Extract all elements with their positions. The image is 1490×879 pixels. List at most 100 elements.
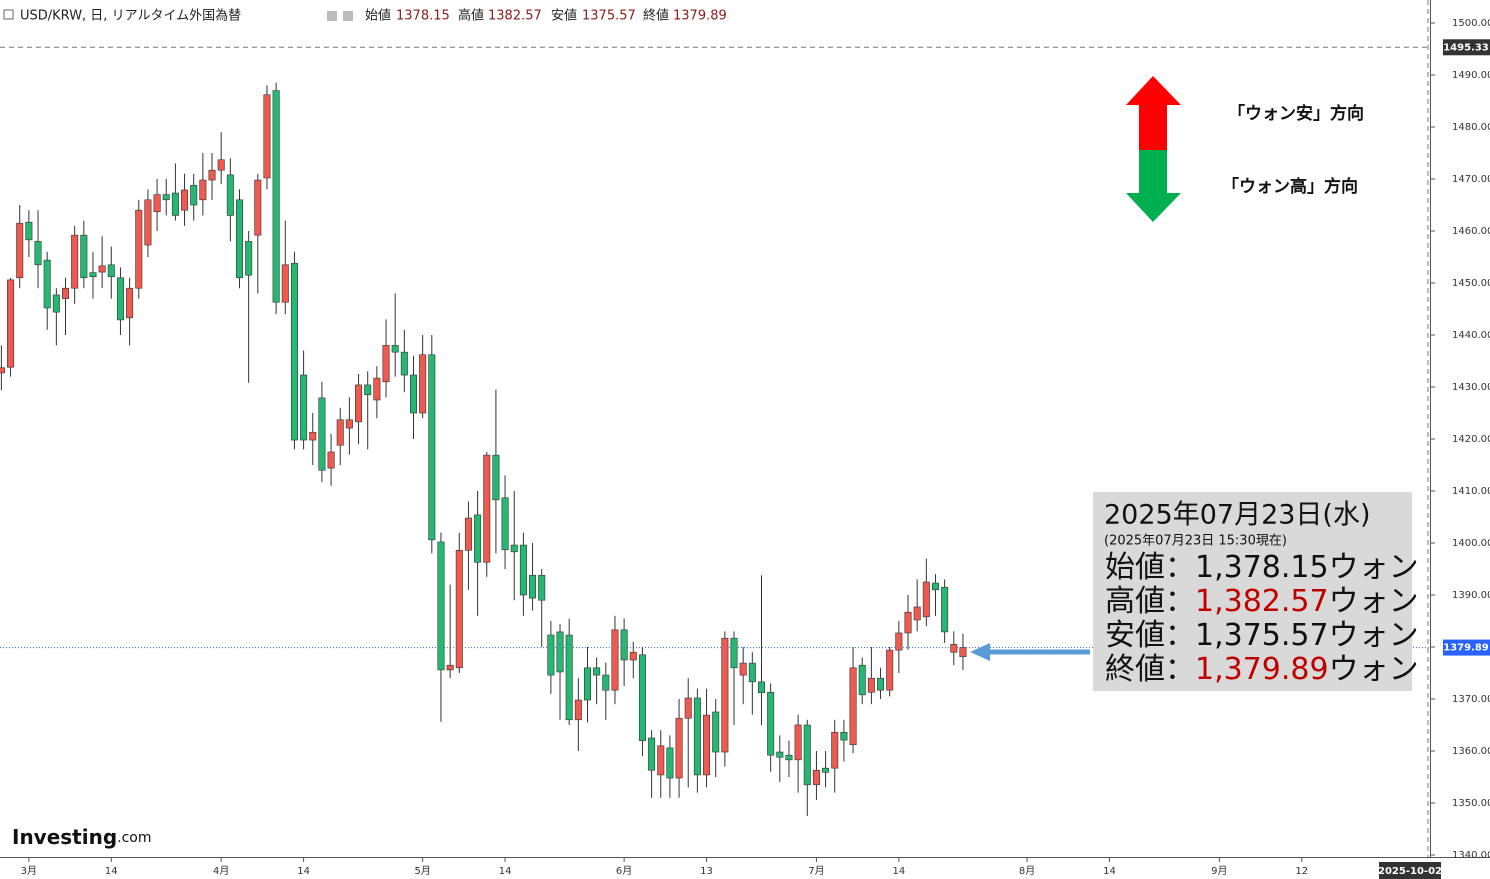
down-arrow bbox=[1126, 150, 1181, 222]
candle-body bbox=[171, 192, 179, 216]
y-tick-label: 1430.00 bbox=[1452, 382, 1490, 393]
candle-body bbox=[556, 631, 564, 673]
annotation: 「ウォン安」方向 bbox=[1228, 103, 1364, 124]
candle-body bbox=[593, 667, 601, 676]
header: USD/KRW, 日, リアルタイム外国為替 始値 1378.15 高値 138… bbox=[3, 8, 727, 24]
y-tick-label: 1390.00 bbox=[1452, 590, 1490, 601]
x-tick-label: 13 bbox=[700, 866, 713, 877]
candle-body bbox=[107, 264, 115, 278]
candle-body bbox=[638, 654, 646, 741]
y-tick-label: 1410.00 bbox=[1452, 486, 1490, 497]
x-tick-label: 6月 bbox=[616, 865, 632, 877]
candle-body bbox=[336, 419, 344, 446]
candle-body bbox=[89, 272, 97, 278]
candle-body bbox=[767, 691, 775, 756]
candle-body bbox=[43, 259, 51, 309]
info-row: 終値：1,379.89ウォン bbox=[1105, 652, 1419, 687]
info-row-name: 高値： bbox=[1105, 584, 1195, 619]
candle-body bbox=[904, 611, 912, 634]
candle-body bbox=[620, 629, 628, 661]
candle-body bbox=[34, 241, 42, 266]
candle-body bbox=[391, 345, 399, 353]
x-tick-label: 12 bbox=[1295, 866, 1308, 877]
candle-body bbox=[455, 549, 463, 669]
candle-body bbox=[126, 287, 134, 319]
x-tick-label: 9月 bbox=[1211, 865, 1227, 877]
candle-body bbox=[693, 697, 701, 776]
candle-body bbox=[80, 234, 88, 279]
candle-body bbox=[52, 294, 60, 313]
icon[interactable] bbox=[327, 11, 337, 21]
candle-body bbox=[858, 664, 866, 696]
candle-body bbox=[501, 497, 509, 551]
close-value: 1379.89 bbox=[673, 9, 727, 24]
info-row-name: 終値： bbox=[1105, 652, 1195, 687]
candle-body bbox=[345, 419, 353, 429]
x-tick-label: 14 bbox=[297, 866, 310, 877]
candle-body bbox=[400, 351, 408, 376]
candle-body bbox=[657, 745, 665, 776]
candle-body bbox=[950, 644, 958, 653]
y-tick-label: 1480.00 bbox=[1452, 122, 1490, 133]
candle-body bbox=[931, 582, 939, 591]
candle-body bbox=[162, 194, 170, 201]
last-price-label: 1379.89 bbox=[1443, 643, 1489, 654]
candle-body bbox=[236, 199, 244, 279]
candle-body bbox=[895, 632, 903, 651]
candle-body bbox=[712, 711, 720, 753]
candle-body bbox=[822, 767, 830, 773]
candle-body bbox=[794, 724, 802, 761]
collapse-icon[interactable] bbox=[3, 9, 14, 20]
info-row: 高値：1,382.57ウォン bbox=[1105, 584, 1419, 619]
candle-body bbox=[730, 637, 738, 669]
candle-body bbox=[446, 664, 454, 671]
candle-body bbox=[611, 629, 619, 691]
candle-body bbox=[217, 159, 225, 171]
candle-body bbox=[648, 737, 656, 771]
open-label: 始値 bbox=[365, 8, 391, 24]
candle-body bbox=[272, 90, 280, 303]
candle-body bbox=[748, 662, 756, 683]
y-tick-label: 1420.00 bbox=[1452, 434, 1490, 445]
candle-body bbox=[409, 374, 417, 414]
up-arrow bbox=[1126, 76, 1181, 150]
candle-body bbox=[71, 234, 79, 289]
candle-body bbox=[629, 651, 637, 661]
symbol: USD/KRW, 日, リアルタイム外国為替 bbox=[20, 8, 241, 24]
candle-body bbox=[877, 677, 885, 691]
candle-body bbox=[684, 697, 692, 719]
candle-body bbox=[785, 754, 793, 761]
candle-body bbox=[144, 199, 152, 246]
candle-body bbox=[886, 649, 894, 691]
candle-body bbox=[327, 451, 335, 469]
info-row-value: 1,375.57 bbox=[1195, 618, 1329, 653]
x-tick-label: 7月 bbox=[808, 865, 824, 877]
candle-body bbox=[602, 674, 610, 691]
candle-body bbox=[98, 265, 106, 273]
logo: Investing.com bbox=[12, 825, 152, 849]
candle-body bbox=[181, 189, 189, 211]
candle-body bbox=[941, 586, 949, 633]
info-row-value: 1,382.57 bbox=[1195, 584, 1329, 619]
candle-body bbox=[538, 574, 546, 601]
candle-body bbox=[364, 384, 372, 396]
candle-body bbox=[565, 634, 573, 721]
candle-body bbox=[116, 277, 124, 321]
icon[interactable] bbox=[343, 11, 353, 21]
logo-suffix: .com bbox=[117, 830, 151, 846]
candle-body bbox=[263, 94, 271, 179]
info-date: 2025年07月23日(水) bbox=[1104, 500, 1371, 531]
x-tick-label: 3月 bbox=[21, 865, 37, 877]
candle-body bbox=[721, 637, 729, 753]
candle-body bbox=[290, 262, 298, 441]
crosshair-price-label: 1495.33 bbox=[1443, 42, 1489, 53]
y-tick-label: 1460.00 bbox=[1452, 226, 1490, 237]
high-value: 1382.57 bbox=[488, 9, 542, 24]
info-row-unit: ウォン bbox=[1329, 618, 1419, 653]
candle-body bbox=[153, 194, 161, 213]
candle-body bbox=[913, 606, 921, 621]
candle-body bbox=[373, 377, 381, 401]
candle-body bbox=[208, 169, 216, 181]
candle-body bbox=[583, 667, 591, 701]
candle-body bbox=[675, 717, 683, 779]
